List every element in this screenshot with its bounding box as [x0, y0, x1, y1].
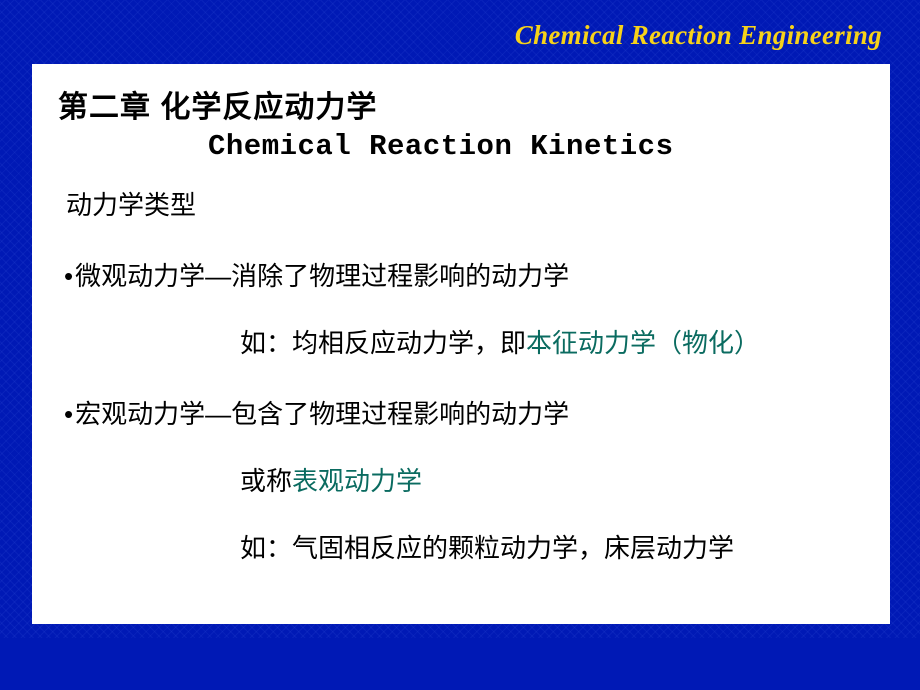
bottom-strip — [0, 638, 920, 690]
bullet-dot: • — [64, 261, 73, 291]
macro-example: 如：气固相反应的颗粒动力学，床层动力学 — [240, 528, 864, 565]
chapter-subtitle: Chemical Reaction Kinetics — [208, 130, 864, 163]
macro-alias-teal: 表观动力学 — [292, 466, 422, 496]
bullet-micro: •微观动力学—消除了物理过程影响的动力学 — [64, 256, 864, 293]
chapter-title: 第二章 化学反应动力学 — [58, 82, 864, 126]
micro-example-teal: 本征动力学（物化） — [526, 328, 760, 358]
bullet-macro: •宏观动力学—包含了物理过程影响的动力学 — [64, 394, 864, 431]
micro-example-prefix: 如：均相反应动力学，即 — [240, 328, 526, 358]
macro-alias: 或称表观动力学 — [240, 461, 864, 498]
section-label: 动力学类型 — [66, 185, 864, 222]
bullet-dot: • — [64, 399, 73, 429]
page-header-title: Chemical Reaction Engineering — [515, 20, 882, 51]
bullet-micro-text: 微观动力学—消除了物理过程影响的动力学 — [75, 261, 569, 291]
micro-example: 如：均相反应动力学，即本征动力学（物化） — [240, 323, 864, 360]
content-panel: 第二章 化学反应动力学 Chemical Reaction Kinetics 动… — [32, 64, 890, 624]
bullet-macro-text: 宏观动力学—包含了物理过程影响的动力学 — [75, 399, 569, 429]
macro-alias-prefix: 或称 — [240, 466, 292, 496]
